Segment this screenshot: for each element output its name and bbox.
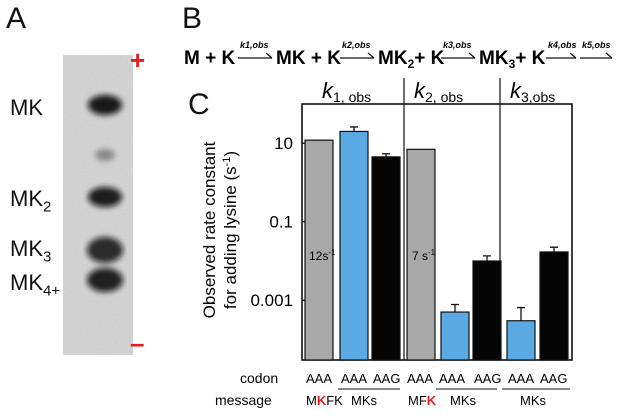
bar-1 [304, 139, 334, 361]
species-mk2-k: MK2+ K [378, 48, 445, 71]
band-label-mk2: MK2 [10, 186, 52, 216]
panel-b-letter: B [182, 2, 203, 35]
group-header-k1: k1, obs [322, 78, 371, 105]
plot-frame [301, 103, 573, 361]
codon-label-2: AAA [341, 371, 367, 386]
codon-label-8: AAG [540, 371, 567, 386]
rate-k1-label: k1,obs [240, 40, 269, 50]
gel-image [63, 55, 133, 355]
species-mk3-k: MK3+ K [479, 48, 546, 71]
message-mks-3: MKs [520, 393, 547, 408]
y-tick-label-1: 0.1 [269, 213, 293, 232]
gel-band-mk2 [88, 187, 122, 207]
gel-band-mk [88, 95, 122, 115]
rate-k3-label: k3,obs [443, 40, 472, 50]
rate-k5-label: k5,obs [582, 40, 611, 50]
gel-minus-sign: – [130, 328, 145, 358]
arrow-k1 [238, 52, 273, 59]
bar-6 [472, 260, 502, 361]
message-mks-2: MKs [450, 393, 477, 408]
panel-c-letter: C [188, 88, 210, 121]
message-mks-1: MKs [351, 393, 378, 408]
group-header-k2: k2, obs [414, 78, 463, 105]
bar-3 [371, 156, 401, 361]
codon-label-1: AAA [306, 371, 332, 386]
message-mkfk: MKFK [306, 393, 343, 408]
band-label-mk4: MK4+ [10, 270, 61, 300]
codon-row-label: codon [240, 370, 278, 386]
species-mk-k: MK + K [276, 48, 341, 69]
species-m-k: M + K [184, 48, 235, 69]
inbar-label-7s: 7 s-1 [412, 248, 436, 263]
bar-4 [406, 148, 436, 361]
codon-label-4: AAA [407, 371, 433, 386]
gel-band-mk4 [87, 268, 123, 292]
bar-8 [539, 251, 569, 361]
bar-2 [339, 130, 369, 361]
message-row-label: message [215, 392, 272, 408]
message-mfk: MFK [408, 393, 437, 408]
error-bar-3 [382, 153, 390, 157]
error-bar-7 [517, 306, 525, 321]
inbar-label-12s: 12s-1 [309, 248, 336, 263]
gel-plus-sign: + [130, 45, 146, 75]
error-bar-6 [483, 255, 491, 261]
y-axis-label: Observed rate constant for adding lysine… [200, 141, 240, 318]
y-tick-label-2: 0.001 [250, 291, 293, 310]
error-bar-5 [451, 303, 459, 313]
y-tick-label-0: 10 [274, 134, 293, 153]
bar-7 [506, 320, 536, 361]
rate-k4-label: k4,obs [548, 40, 577, 50]
arrow-k3 [441, 52, 476, 59]
rate-k2-label: k2,obs [342, 40, 371, 50]
codon-label-3: AAG [373, 371, 400, 386]
codon-label-6: AAG [474, 371, 501, 386]
gel-band-mk3 [87, 237, 123, 263]
error-bar-2 [350, 126, 358, 132]
codon-label-7: AAA [508, 371, 534, 386]
svg-text:Observed rate constant: Observed rate constant [200, 141, 219, 318]
bar-5 [440, 311, 470, 361]
group-header-k3: k3,obs [510, 78, 555, 105]
gel-band-faint [95, 149, 115, 161]
panel-a-letter: A [6, 2, 27, 35]
band-label-mk3: MK3 [10, 236, 52, 266]
band-label-mk: MK [10, 95, 43, 120]
reaction-scheme: M + K k1,obs MK + K k2,obs MK2+ K k3,obs… [184, 40, 613, 71]
arrow-k4 [546, 52, 577, 59]
error-bar-8 [550, 246, 558, 252]
arrow-k2 [340, 52, 375, 59]
svg-text:for adding lysine (s-1): for adding lysine (s-1) [221, 151, 240, 309]
arrow-k5 [580, 52, 613, 59]
codon-label-5: AAA [439, 371, 465, 386]
